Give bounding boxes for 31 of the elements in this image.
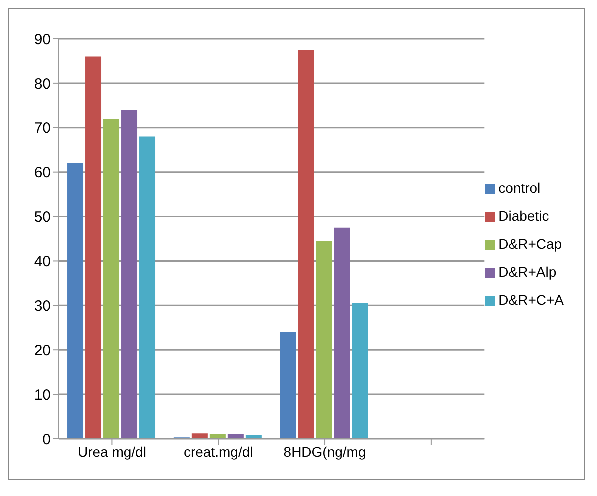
bar <box>228 434 244 439</box>
y-tick-label: 50 <box>34 209 51 226</box>
legend-label: D&R+C+A <box>498 292 564 308</box>
y-tick-label: 10 <box>34 386 51 404</box>
bar <box>192 434 208 439</box>
bar <box>334 228 350 439</box>
x-tick-label: 8HDG(ng/mg <box>284 444 366 460</box>
x-tick-label: Urea mg/dl <box>78 444 146 460</box>
bar <box>316 241 332 439</box>
bar <box>280 332 296 439</box>
y-tick-label: 80 <box>34 76 51 93</box>
bar <box>68 163 84 439</box>
legend-label: D&R+Alp <box>498 264 557 280</box>
bar <box>86 56 102 439</box>
y-tick-label: 90 <box>34 31 51 48</box>
legend-label: Diabetic <box>498 208 550 224</box>
x-tick-label: creat.mg/dl <box>184 444 254 460</box>
bar <box>122 110 138 439</box>
y-tick-label: 20 <box>34 342 51 360</box>
bar <box>140 136 156 439</box>
legend-label: control <box>498 180 541 196</box>
bar <box>104 119 120 439</box>
bar <box>352 303 368 439</box>
y-tick-label: 70 <box>34 120 51 138</box>
bar <box>298 50 314 439</box>
y-tick-label: 0 <box>42 431 51 448</box>
y-tick-label: 40 <box>34 254 51 271</box>
bar <box>210 434 226 439</box>
y-tick-label: 60 <box>34 164 51 182</box>
y-tick-label: 30 <box>34 298 51 315</box>
legend-label: D&R+Cap <box>498 236 562 252</box>
